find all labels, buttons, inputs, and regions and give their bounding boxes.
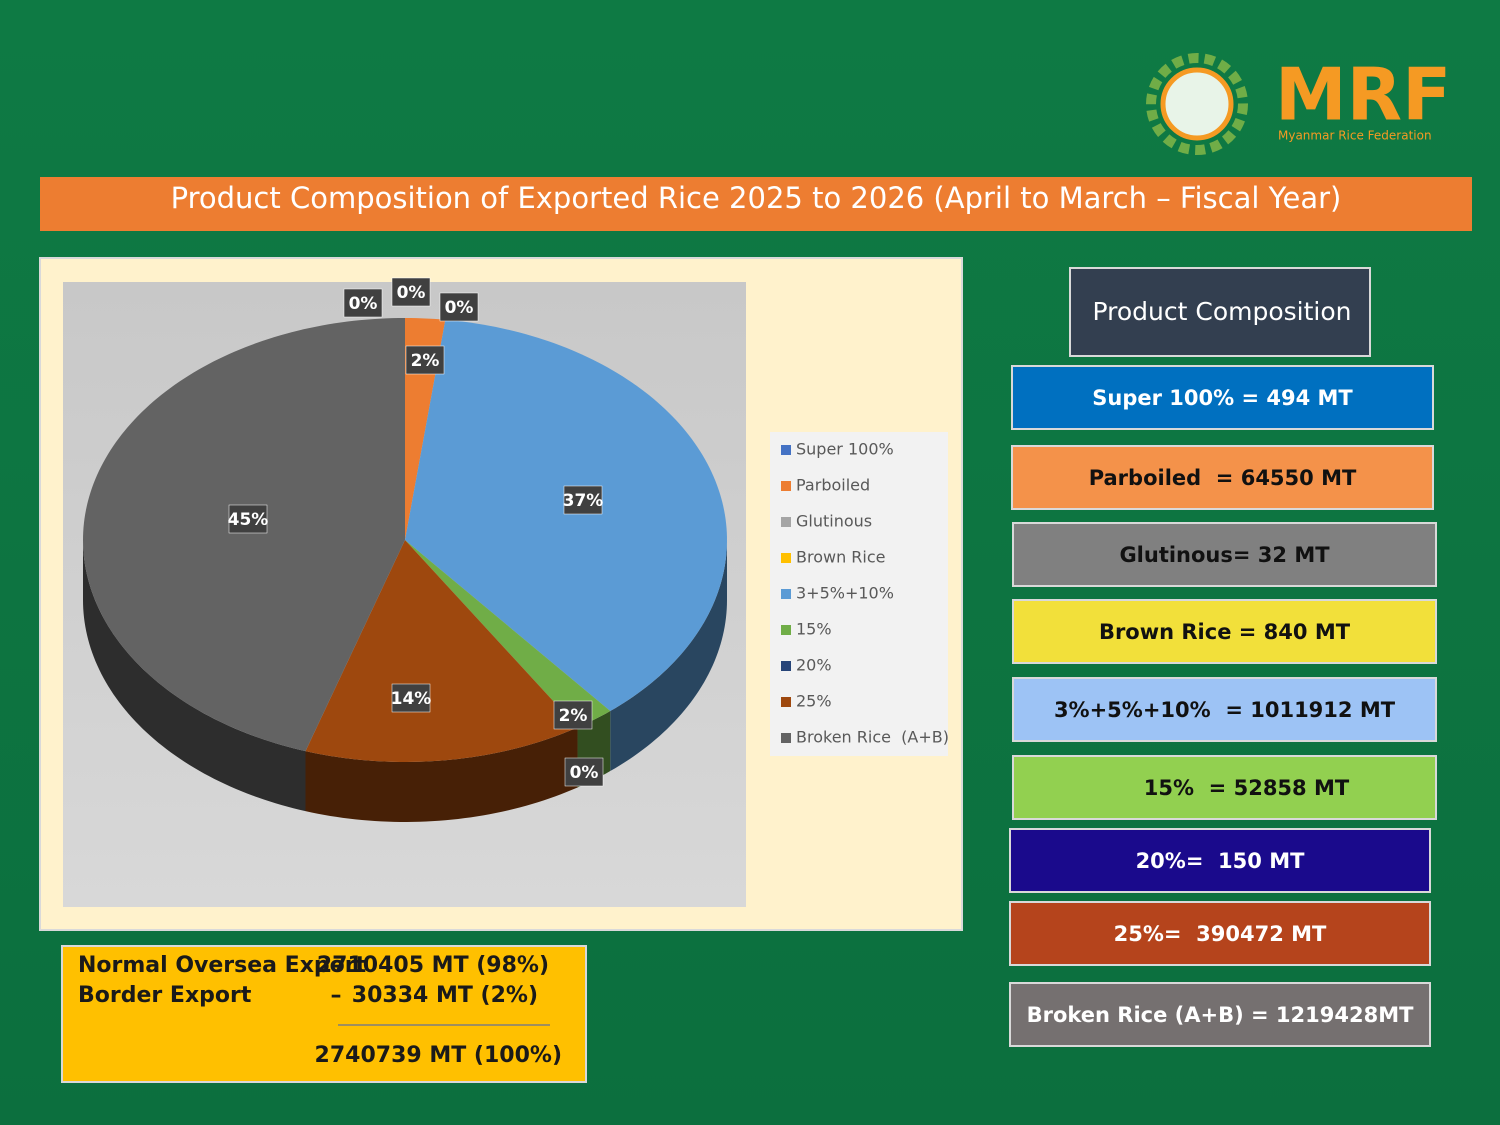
data-label: 0% (570, 763, 599, 783)
composition-box (1012, 522, 1437, 587)
summary-amount: 2710405 MT (98%) (317, 953, 549, 978)
pie-slice-side (83, 540, 306, 812)
title-bar (40, 177, 1472, 231)
data-label-box (391, 277, 431, 307)
logo-subtitle: Myanmar Rice Federation (1278, 129, 1432, 143)
data-label-box (228, 504, 268, 534)
legend-label: Parboiled (796, 476, 870, 495)
data-label-box (563, 485, 603, 515)
pie-slice (305, 540, 578, 762)
legend-swatch (781, 445, 791, 455)
legend-label: 15% (796, 620, 832, 639)
data-label-box (439, 292, 479, 322)
summary: Normal Oversea Export – 2710405 MT (98%)… (78, 953, 562, 1068)
composition-header (1069, 267, 1371, 357)
legend-swatch (781, 589, 791, 599)
summary-label: Normal Oversea Export (78, 953, 367, 978)
legend-swatch (781, 697, 791, 707)
data-label: 14% (391, 689, 432, 709)
logo-globe (1160, 67, 1234, 141)
legend-swatch (781, 625, 791, 635)
legend-label: Brown Rice (796, 548, 886, 567)
legend-swatch (781, 733, 791, 743)
data-label-box (343, 288, 383, 318)
composition-item: Parboiled = 64550 MT (1089, 466, 1357, 490)
logo-gear (1146, 53, 1248, 155)
pie-slice (405, 540, 611, 728)
composition-item: 20%= 150 MT (1136, 849, 1306, 873)
summary-total: 2740739 MT (100%) (315, 1043, 562, 1068)
logo: MRF Myanmar Rice Federation (1146, 53, 1451, 155)
legend (770, 432, 948, 756)
composition-box (1012, 755, 1437, 820)
data-label: 45% (228, 510, 269, 530)
summary-label: Border Export (78, 983, 252, 1008)
composition-box (1011, 445, 1434, 510)
legend-swatch (781, 661, 791, 671)
summary-amount: 30334 MT (2%) (352, 983, 538, 1008)
composition-box (1012, 599, 1437, 664)
legend-items: Super 100% Parboiled Glutinous Brown Rice 3+… (781, 440, 949, 747)
composition-box (1009, 982, 1431, 1047)
composition-title: Product Composition (1093, 297, 1352, 326)
pie-slice-side (305, 727, 578, 822)
data-label-box (391, 683, 431, 713)
composition-list: Super 100% = 494 MT Parboiled = 64550 MT G… (1009, 365, 1437, 1047)
composition-item: Broken Rice (A+B) = 1219428MT (1027, 1003, 1415, 1027)
composition-item: 15% = 52858 MT (1144, 776, 1350, 800)
pie-slice-side (610, 540, 727, 772)
composition-item: 3%+5%+10% = 1011912 MT (1054, 698, 1396, 722)
legend-label: Broken Rice (A+B) (796, 728, 949, 747)
summary-dash: – (331, 983, 342, 1008)
data-label: 0% (397, 283, 426, 303)
composition-item: 25%= 390472 MT (1114, 922, 1327, 946)
summary-box (61, 945, 587, 1083)
composition-box (1009, 828, 1431, 893)
composition-box (1012, 677, 1437, 742)
data-label: 37% (563, 491, 604, 511)
legend-label: 3+5%+10% (796, 584, 894, 603)
legend-label: Super 100% (796, 440, 894, 459)
chart-title: Product Composition of Exported Rice 202… (171, 181, 1342, 215)
data-label: 0% (445, 298, 474, 318)
legend-label: Glutinous (796, 512, 872, 531)
legend-label: 25% (796, 692, 832, 711)
data-label-box (553, 700, 593, 730)
data-label: 2% (559, 706, 588, 726)
composition-item: Glutinous= 32 MT (1119, 543, 1330, 567)
legend-swatch (781, 481, 791, 491)
logo-name: MRF (1275, 53, 1451, 137)
data-label: 0% (349, 294, 378, 314)
pie (83, 318, 727, 822)
legend-label: 20% (796, 656, 832, 675)
legend-swatch (781, 553, 791, 563)
composition-item: Brown Rice = 840 MT (1099, 620, 1351, 644)
pie-slice (83, 318, 405, 752)
summary-dash: – (331, 953, 342, 978)
data-label: 2% (411, 351, 440, 371)
legend-swatch (781, 517, 791, 527)
pie-slice (405, 540, 578, 728)
pie-slice (405, 319, 727, 712)
data-labels: 0% 2% 0% 0% 37% 2% 0% 14% 45% (228, 277, 604, 787)
composition-box (1009, 901, 1431, 966)
composition-item: Super 100% = 494 MT (1092, 386, 1353, 410)
data-label-box (564, 757, 604, 787)
data-label-box (405, 345, 445, 375)
composition-box (1011, 365, 1434, 430)
